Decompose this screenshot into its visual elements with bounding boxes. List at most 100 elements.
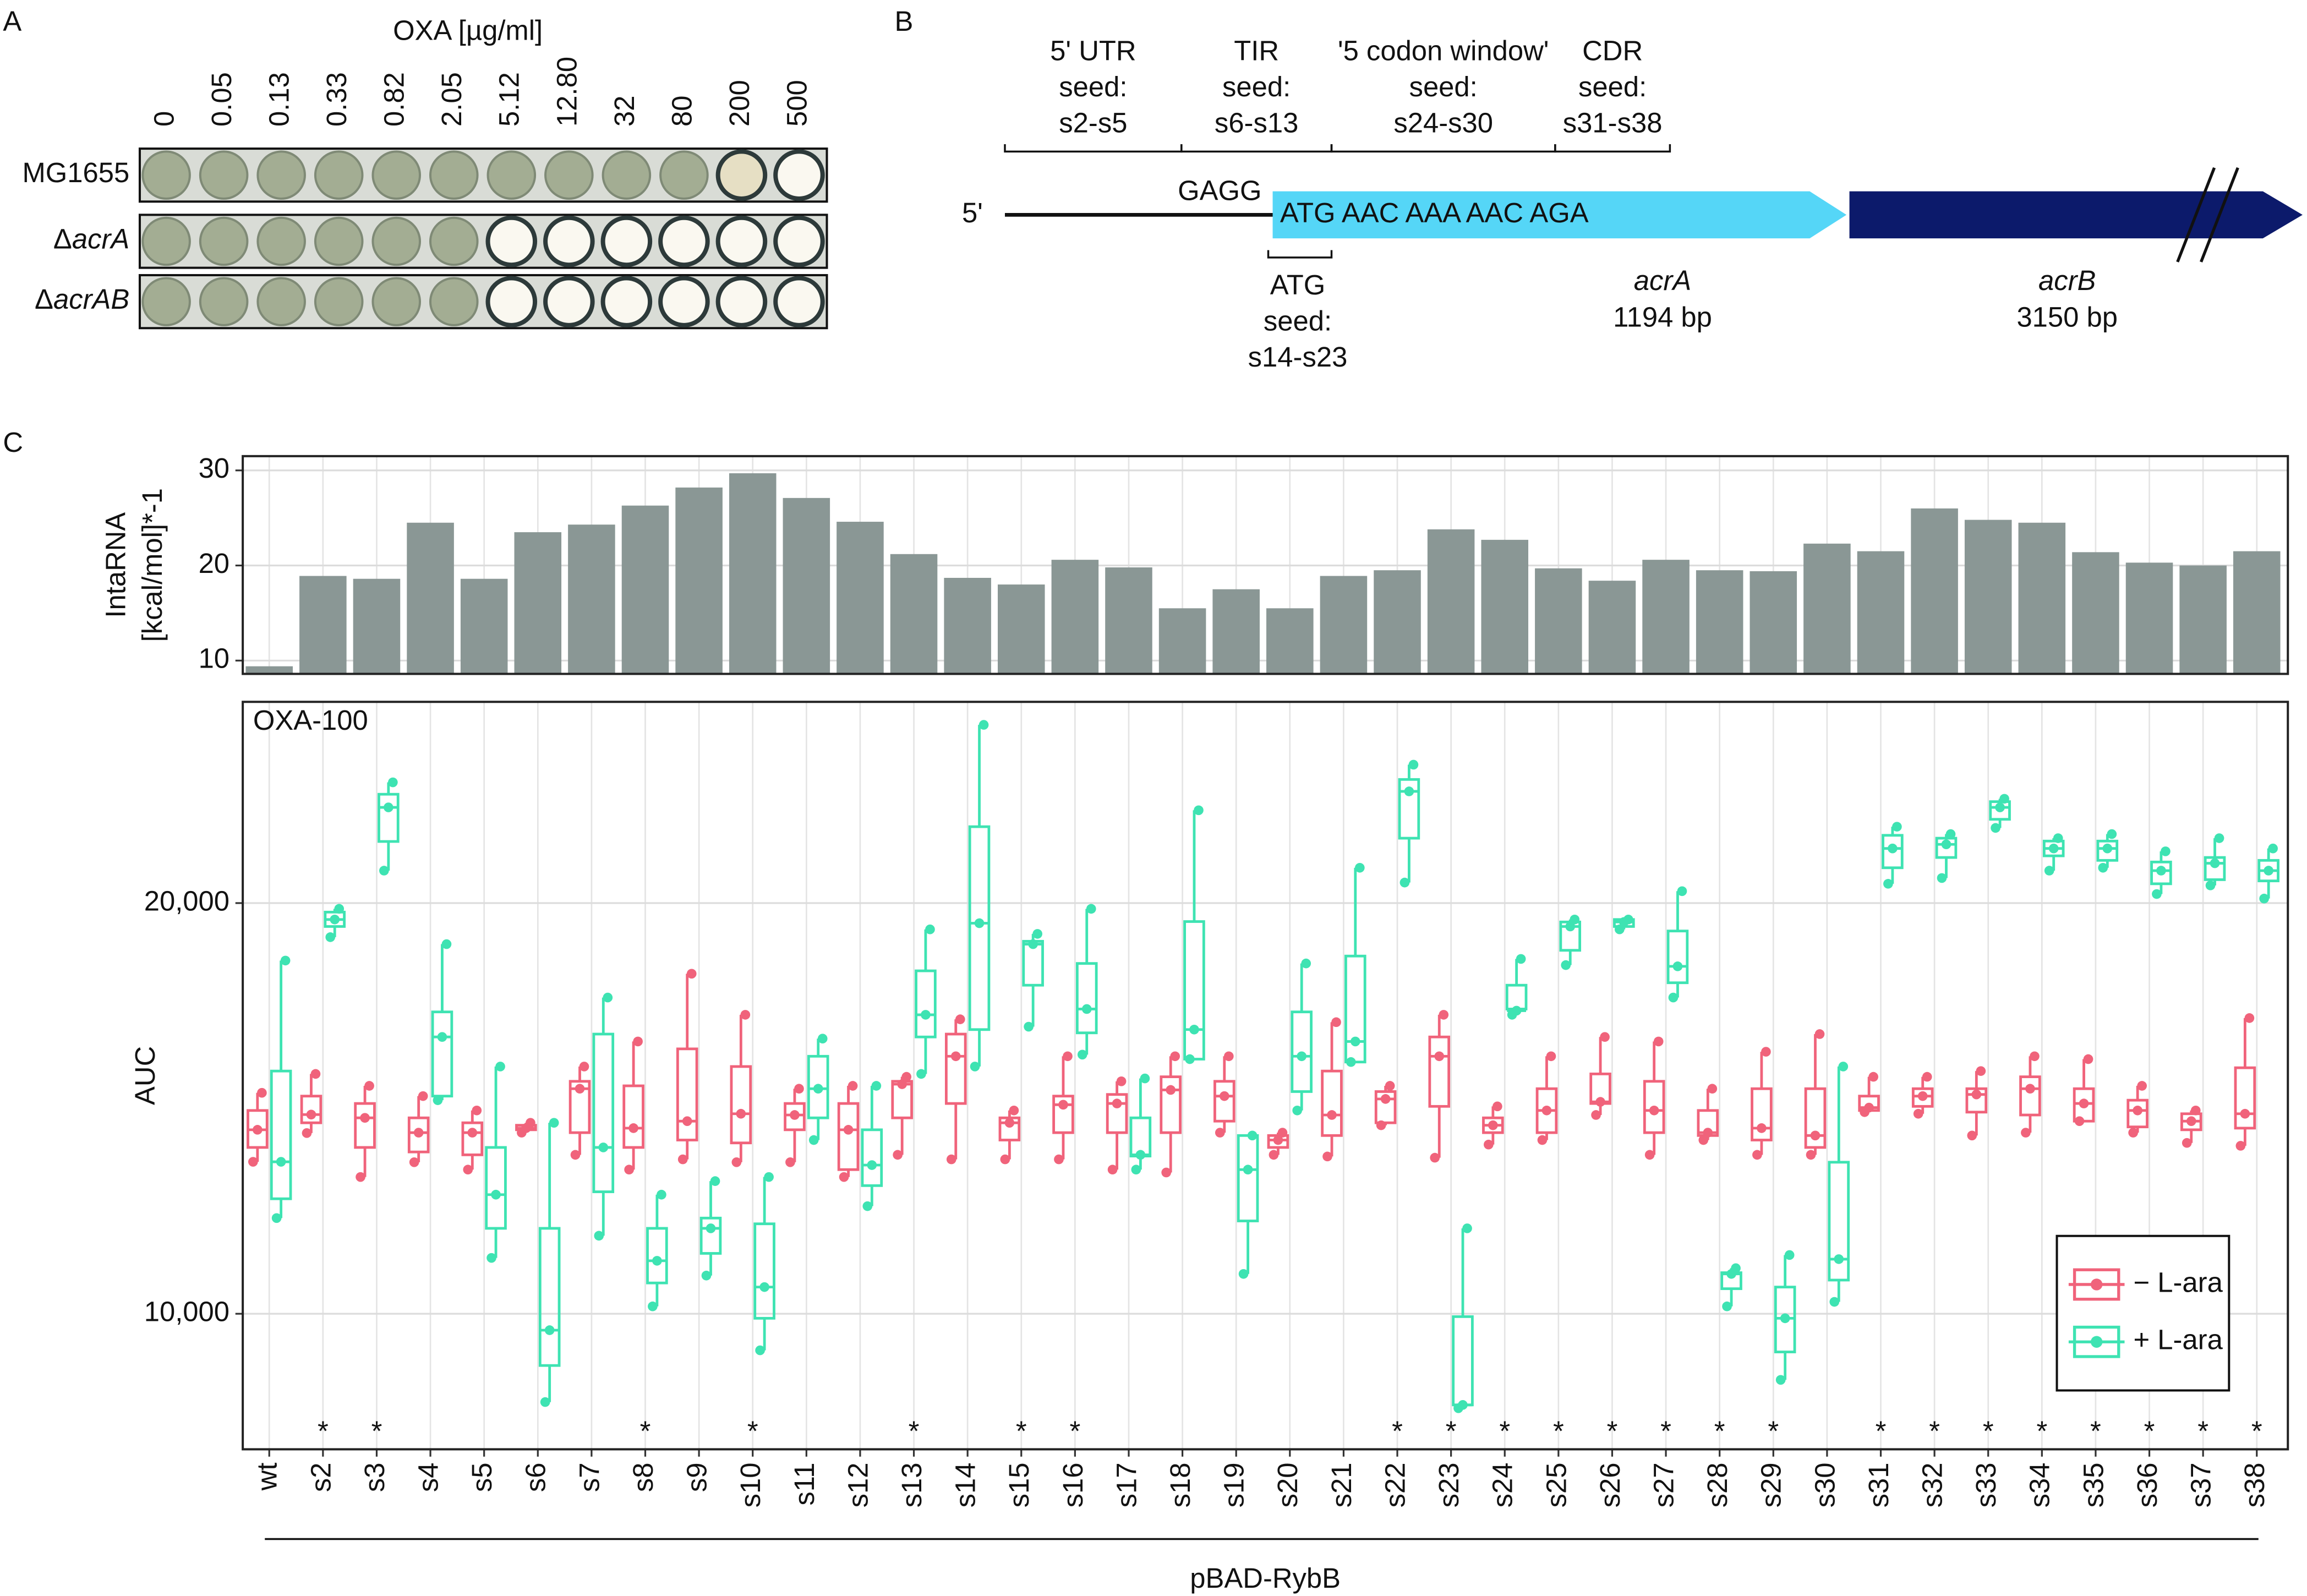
- data-point: [1888, 843, 1898, 854]
- concentration-label: 0.82: [379, 72, 410, 127]
- legend-box: [2055, 1234, 2231, 1392]
- significance: *: [2090, 1415, 2101, 1446]
- data-point: [916, 1069, 926, 1079]
- box: [1075, 962, 1098, 1035]
- data-point: [1000, 1154, 1010, 1165]
- data-point: [409, 1157, 419, 1167]
- x-tick-label: s32: [1917, 1462, 1948, 1507]
- y-tick-label: 10: [199, 643, 229, 674]
- well: [141, 216, 191, 266]
- data-point: [1439, 1010, 1449, 1020]
- well: [773, 149, 825, 201]
- box: [1374, 1090, 1397, 1124]
- data-point: [441, 939, 452, 949]
- x-tick-label: s36: [2131, 1462, 2163, 1507]
- significance: *: [909, 1415, 920, 1446]
- data-point: [1829, 1297, 1840, 1307]
- bar: [1750, 571, 1797, 674]
- data-point: [1649, 1105, 1659, 1116]
- well: [199, 150, 249, 200]
- data-point: [764, 1172, 774, 1182]
- box: [431, 1010, 453, 1098]
- break-mark: [2200, 167, 2239, 263]
- data-point: [491, 1189, 501, 1200]
- x-tick-label: s35: [2078, 1462, 2109, 1507]
- concentration-label: 500: [781, 80, 812, 127]
- strain-label: MG1655: [22, 157, 129, 189]
- data-point: [686, 969, 697, 979]
- break-mark: [2176, 167, 2216, 263]
- x-tick-label: s9: [681, 1462, 713, 1492]
- data-point: [843, 1125, 854, 1135]
- data-point: [871, 1081, 882, 1091]
- data-point: [248, 1157, 258, 1167]
- data-point: [839, 1172, 849, 1182]
- data-point: [677, 1154, 688, 1165]
- data-point: [848, 1081, 858, 1091]
- plot-background: [243, 702, 2288, 1450]
- significance: *: [318, 1415, 329, 1446]
- data-point: [1140, 1073, 1150, 1084]
- bar: [407, 522, 454, 674]
- significance: *: [1983, 1415, 1994, 1446]
- data-point: [1814, 1029, 1825, 1039]
- concentration-label: 0.05: [206, 72, 237, 127]
- data-point: [433, 1095, 443, 1105]
- significance: *: [1607, 1415, 1618, 1446]
- x-tick-label: s31: [1863, 1462, 1894, 1507]
- data-point: [2214, 833, 2224, 843]
- data-point: [1565, 921, 1576, 932]
- x-tick-label: s21: [1326, 1462, 1357, 1507]
- significance: *: [640, 1415, 651, 1446]
- x-tick-label: s5: [466, 1462, 498, 1492]
- data-point: [759, 1282, 769, 1292]
- x-tick-label: s8: [627, 1462, 659, 1492]
- data-point: [1614, 924, 1625, 934]
- data-point: [2098, 862, 2108, 873]
- data-point: [1995, 802, 2005, 812]
- data-point: [2268, 843, 2278, 854]
- data-point: [1161, 1167, 1172, 1178]
- data-point: [1277, 1128, 1288, 1138]
- box: [837, 1102, 860, 1171]
- well: [371, 150, 422, 200]
- concentration-label: 200: [724, 80, 755, 127]
- data-point: [1561, 960, 1571, 970]
- box: [807, 1054, 829, 1119]
- data-point: [1784, 1250, 1795, 1260]
- significance: *: [1446, 1415, 1457, 1446]
- data-point: [1009, 1105, 1019, 1116]
- data-point: [1350, 1036, 1360, 1047]
- well: [773, 276, 825, 327]
- data-point: [790, 1110, 800, 1120]
- data-point: [1541, 1105, 1552, 1116]
- data-point: [1112, 1098, 1122, 1108]
- region-label: seed:: [1409, 71, 1478, 102]
- data-point: [1623, 914, 1633, 925]
- well: [141, 150, 191, 200]
- plate-row: [138, 147, 828, 203]
- data-point: [1595, 1097, 1605, 1107]
- well: [658, 276, 710, 327]
- data-point: [1086, 904, 1096, 914]
- plate-title: OXA [µg/ml]: [393, 14, 543, 46]
- data-point: [598, 1143, 609, 1152]
- data-point: [2074, 1116, 2085, 1127]
- data-point: [356, 1172, 365, 1182]
- bar: [729, 473, 777, 674]
- data-point: [1917, 1091, 1928, 1101]
- box: [2126, 1098, 2149, 1129]
- bar: [2072, 552, 2119, 674]
- x-tick-label: s14: [950, 1462, 981, 1507]
- significance: *: [2197, 1415, 2208, 1446]
- data-point: [1484, 1139, 1494, 1150]
- box: [354, 1102, 376, 1149]
- x-tick-label: s22: [1379, 1462, 1411, 1507]
- x-tick-label: s20: [1272, 1462, 1303, 1507]
- box: [1052, 1095, 1074, 1134]
- data-point: [2210, 858, 2220, 868]
- region-label: s6-s13: [1215, 107, 1298, 139]
- data-point: [736, 1108, 746, 1119]
- box: [485, 1146, 507, 1230]
